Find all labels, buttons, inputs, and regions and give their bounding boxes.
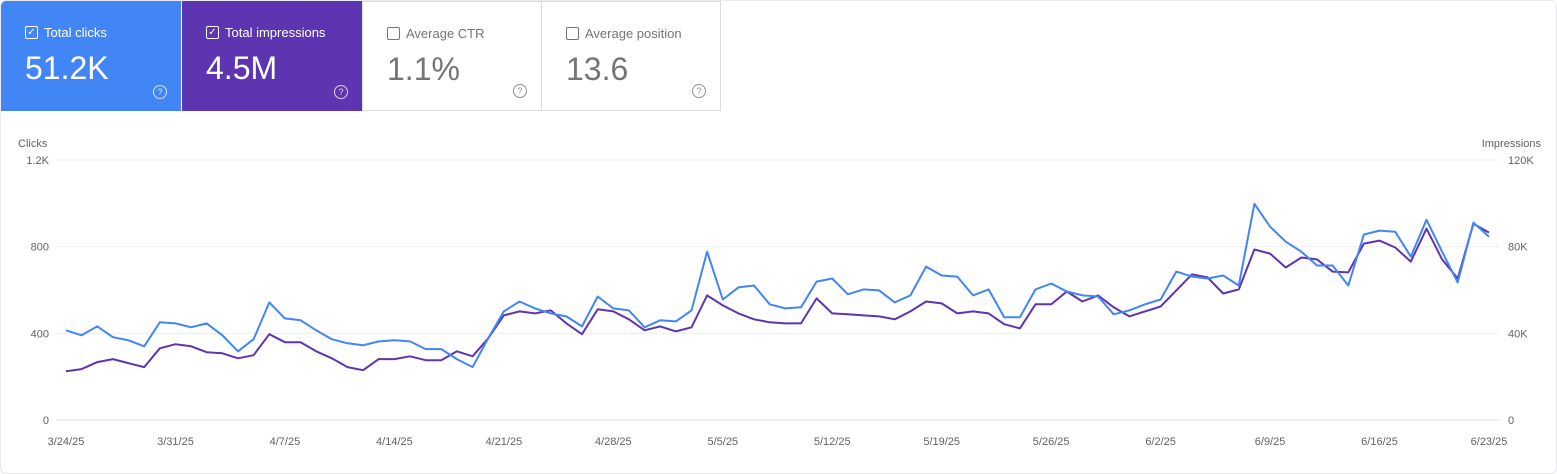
y-right-tick-label: 120K <box>1508 155 1534 167</box>
y-right-tick-label: 40K <box>1508 328 1528 340</box>
x-tick-label: 4/28/25 <box>595 436 632 448</box>
metric-card-total-clicks[interactable]: ✓ Total clicks 51.2K ? <box>1 1 181 111</box>
checkbox-unchecked-icon[interactable] <box>387 27 400 40</box>
metric-value: 51.2K <box>25 50 109 86</box>
x-tick-label: 6/23/25 <box>1471 436 1508 448</box>
metric-label: Total clicks <box>44 25 107 40</box>
metric-label: Average position <box>585 26 682 41</box>
x-tick-label: 4/21/25 <box>485 436 522 448</box>
x-tick-label: 6/9/25 <box>1255 436 1286 448</box>
checkbox-checked-icon[interactable]: ✓ <box>206 26 219 39</box>
help-icon[interactable]: ? <box>513 84 527 98</box>
x-tick-label: 5/19/25 <box>923 436 960 448</box>
metric-label: Total impressions <box>225 25 326 40</box>
metric-card-average-ctr[interactable]: Average CTR 1.1% ? <box>362 1 542 111</box>
metric-card-total-impressions[interactable]: ✓ Total impressions 4.5M ? <box>182 1 362 111</box>
series-line-clicks <box>65 202 1490 369</box>
y-right-axis-label: Impressions <box>1482 138 1542 150</box>
x-tick-label: 6/2/25 <box>1145 436 1176 448</box>
y-right-tick-label: 0 <box>1508 415 1514 427</box>
x-tick-label: 3/31/25 <box>157 436 194 448</box>
x-tick-label: 3/24/25 <box>48 436 85 448</box>
metric-value: 1.1% <box>387 51 460 87</box>
x-tick-label: 5/26/25 <box>1033 436 1070 448</box>
metric-label: Average CTR <box>406 26 485 41</box>
series-line-impressions <box>65 222 1490 373</box>
metric-card-average-position[interactable]: Average position 13.6 ? <box>541 1 721 111</box>
x-tick-label: 4/14/25 <box>376 436 413 448</box>
y-left-tick-label: 800 <box>31 242 49 254</box>
y-left-tick-label: 1.2K <box>26 155 49 167</box>
help-icon[interactable]: ? <box>334 85 348 99</box>
help-icon[interactable]: ? <box>153 85 167 99</box>
checkbox-checked-icon[interactable]: ✓ <box>25 26 38 39</box>
y-left-tick-label: 400 <box>31 328 49 340</box>
x-tick-label: 5/5/25 <box>707 436 738 448</box>
checkbox-unchecked-icon[interactable] <box>566 27 579 40</box>
y-right-tick-label: 80K <box>1508 242 1528 254</box>
x-tick-label: 6/16/25 <box>1361 436 1398 448</box>
x-tick-label: 4/7/25 <box>270 436 301 448</box>
y-left-tick-label: 0 <box>43 415 49 427</box>
x-tick-label: 5/12/25 <box>814 436 851 448</box>
y-left-axis-label: Clicks <box>18 138 48 150</box>
help-icon[interactable]: ? <box>692 84 706 98</box>
metric-value: 4.5M <box>206 50 278 86</box>
metric-value: 13.6 <box>566 51 629 87</box>
